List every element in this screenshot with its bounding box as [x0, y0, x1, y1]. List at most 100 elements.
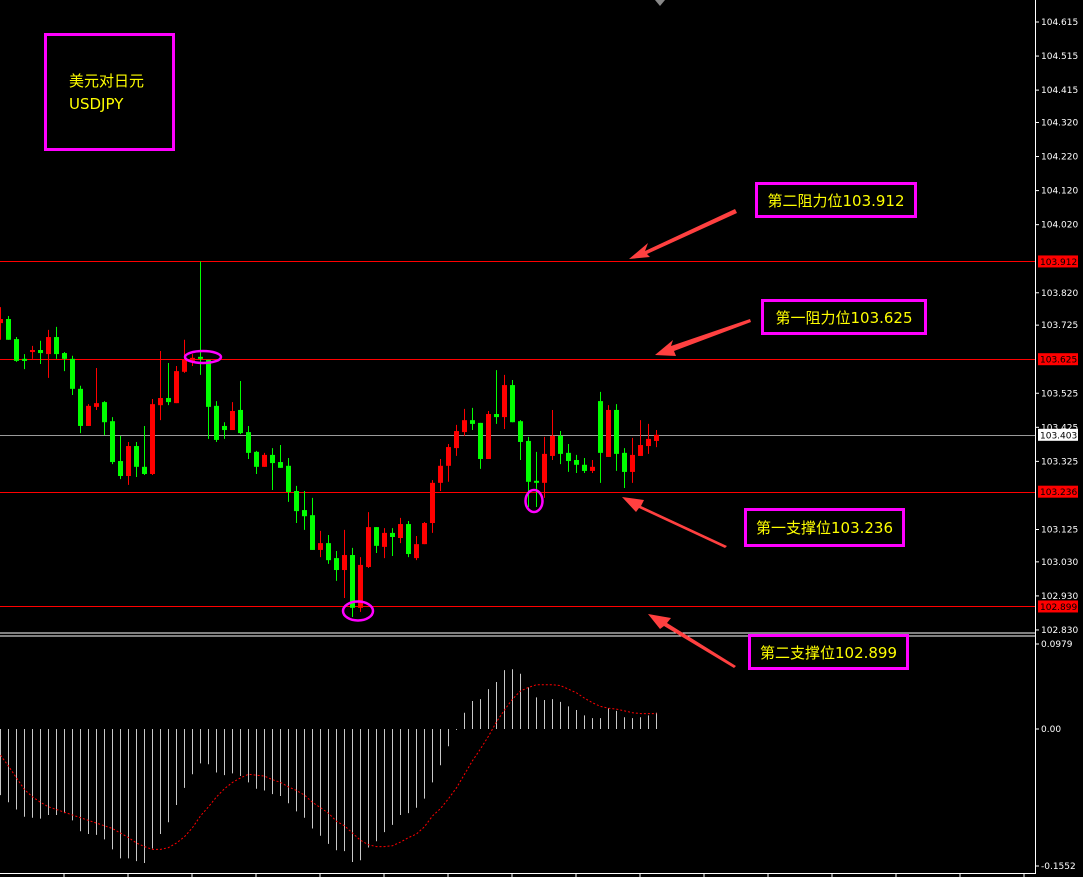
candle	[262, 452, 267, 467]
candle	[54, 326, 59, 359]
candle-body	[510, 385, 515, 423]
candle	[382, 528, 387, 559]
candle	[558, 431, 563, 465]
candle-body	[166, 398, 171, 403]
candle-body	[606, 409, 611, 457]
candle	[502, 374, 507, 430]
candle-body	[446, 447, 451, 466]
candle-body	[454, 431, 459, 449]
candle-body	[246, 432, 251, 453]
candle-body	[182, 359, 187, 372]
candle	[134, 441, 139, 478]
candle-body	[534, 480, 539, 483]
candle	[462, 408, 467, 436]
candle	[206, 359, 211, 439]
candle	[174, 366, 179, 404]
price-tick-label: 103.325	[1041, 457, 1078, 467]
candle-body	[590, 466, 595, 471]
candle-body	[14, 339, 19, 361]
annotations	[183, 209, 751, 668]
candle-body	[462, 420, 467, 433]
candle	[438, 458, 443, 492]
candle-body	[70, 358, 75, 389]
symbol-name-cn: 美元对日元	[69, 72, 145, 90]
candle-body	[126, 446, 131, 477]
highlight-ellipse	[524, 488, 544, 514]
candle-body	[86, 405, 91, 426]
candle-body	[214, 405, 219, 440]
candle-body	[294, 491, 299, 512]
candle-body	[334, 558, 339, 571]
price-tag	[1038, 428, 1078, 441]
candle-body	[310, 515, 315, 550]
chart-shift-marker[interactable]	[655, 0, 665, 6]
candle	[358, 557, 363, 612]
candle	[574, 454, 579, 473]
candle	[70, 355, 75, 395]
candle-body	[318, 543, 323, 550]
macd-indicator	[0, 669, 657, 863]
candle	[110, 417, 115, 465]
candle-body	[470, 420, 475, 424]
candle-body	[614, 409, 619, 454]
candle	[38, 340, 43, 364]
price-tick-label: 103.030	[1041, 558, 1078, 568]
candle	[6, 315, 11, 340]
candle-body	[366, 527, 371, 567]
candle	[190, 354, 195, 367]
candle-body	[630, 454, 635, 472]
candle-body	[158, 398, 163, 406]
candle	[638, 420, 643, 456]
candle-body	[0, 319, 3, 324]
candle	[30, 345, 35, 359]
candle-body	[574, 460, 579, 465]
candle-body	[414, 544, 419, 559]
candle	[14, 337, 19, 362]
price-tag	[1038, 600, 1078, 613]
candle	[398, 517, 403, 544]
candle	[342, 529, 347, 598]
candle-body	[230, 410, 235, 431]
candle-body	[238, 409, 243, 434]
candle-body	[558, 435, 563, 454]
candle	[622, 448, 627, 488]
candle	[478, 422, 483, 469]
candle-body	[6, 319, 11, 340]
candle-body	[550, 435, 555, 456]
price-tag-label: 103.625	[1040, 356, 1077, 366]
candle-body	[406, 524, 411, 555]
candle-body	[582, 464, 587, 471]
candle-body	[134, 446, 139, 467]
candle	[446, 444, 451, 482]
candle	[102, 401, 107, 436]
candle-body	[54, 337, 59, 355]
price-tag-label: 103.912	[1040, 258, 1077, 268]
candle	[158, 351, 163, 421]
macd-axis: 0.0979 0.00 -0.1552	[63, 640, 1076, 877]
candle	[310, 497, 315, 550]
candle	[598, 391, 603, 483]
candlesticks	[0, 261, 659, 618]
candle	[470, 407, 475, 431]
candle	[198, 261, 203, 375]
highlight-ellipse	[183, 349, 223, 365]
price-tick-label: 104.120	[1041, 187, 1078, 197]
macd-signal-line	[0, 684, 657, 850]
candle	[606, 405, 611, 457]
candle	[390, 528, 395, 557]
candle-body	[638, 445, 643, 456]
price-tick-label: 104.615	[1041, 18, 1078, 28]
macd-tick-label: 0.00	[1041, 725, 1061, 735]
candle	[614, 404, 619, 471]
candle-body	[502, 385, 507, 418]
candle	[630, 437, 635, 483]
price-tick-label: 104.515	[1041, 52, 1078, 62]
candle-body	[206, 359, 211, 407]
candle	[78, 385, 83, 434]
resistance-2-label: 第二阻力位103.912	[755, 182, 917, 218]
price-tick-label: 104.415	[1041, 86, 1078, 96]
candle-body	[326, 543, 331, 561]
candle-body	[62, 353, 67, 359]
candle-body	[110, 421, 115, 463]
